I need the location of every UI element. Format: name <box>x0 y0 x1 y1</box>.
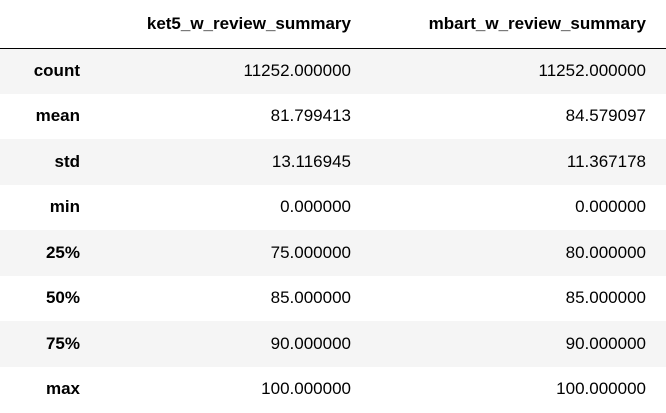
row-label: 75% <box>45 333 80 353</box>
cell-value: 90.000000 <box>270 333 351 353</box>
cell-value: 0.000000 <box>575 197 646 217</box>
cell-value: 85.000000 <box>565 288 646 308</box>
row-label: std <box>54 151 81 171</box>
cell-value: 81.799413 <box>270 106 351 126</box>
cell-value: 11.367178 <box>566 151 646 171</box>
column-header-mbart: mbart_w_review_summary <box>428 13 646 33</box>
cell-value: 90.000000 <box>565 333 646 353</box>
row-label: max <box>45 379 80 399</box>
row-label: count <box>33 61 80 80</box>
cell-value: 11252.000000 <box>538 61 646 80</box>
cell-value: 84.579097 <box>565 106 646 126</box>
index-header-cell <box>0 0 96 48</box>
cell-value: 80.000000 <box>565 242 646 262</box>
table-row: 50% 85.000000 85.000000 <box>0 275 666 321</box>
table-row: std 13.116945 11.367178 <box>0 139 666 185</box>
cell-value: 13.116945 <box>271 151 351 171</box>
table-row: max 100.000000 100.000000 <box>0 366 666 412</box>
table-row: 75% 90.000000 90.000000 <box>0 321 666 367</box>
cell-value: 11252.000000 <box>243 61 351 80</box>
cell-value: 100.000000 <box>556 379 646 399</box>
table-row: 25% 75.000000 80.000000 <box>0 230 666 276</box>
header-row: ket5_w_review_summary mbart_w_review_sum… <box>0 0 666 48</box>
cell-value: 85.000000 <box>270 288 351 308</box>
table-row: count 11252.000000 11252.000000 <box>0 48 666 94</box>
row-label: 25% <box>45 242 80 262</box>
cell-value: 75.000000 <box>270 242 351 262</box>
row-label: min <box>49 197 80 217</box>
row-label: mean <box>35 106 80 126</box>
table-row: min 0.000000 0.000000 <box>0 184 666 230</box>
column-header-ket5: ket5_w_review_summary <box>146 13 351 33</box>
cell-value: 100.000000 <box>261 379 351 399</box>
row-label: 50% <box>45 288 80 308</box>
table-row: mean 81.799413 84.579097 <box>0 93 666 139</box>
cell-value: 0.000000 <box>280 197 351 217</box>
